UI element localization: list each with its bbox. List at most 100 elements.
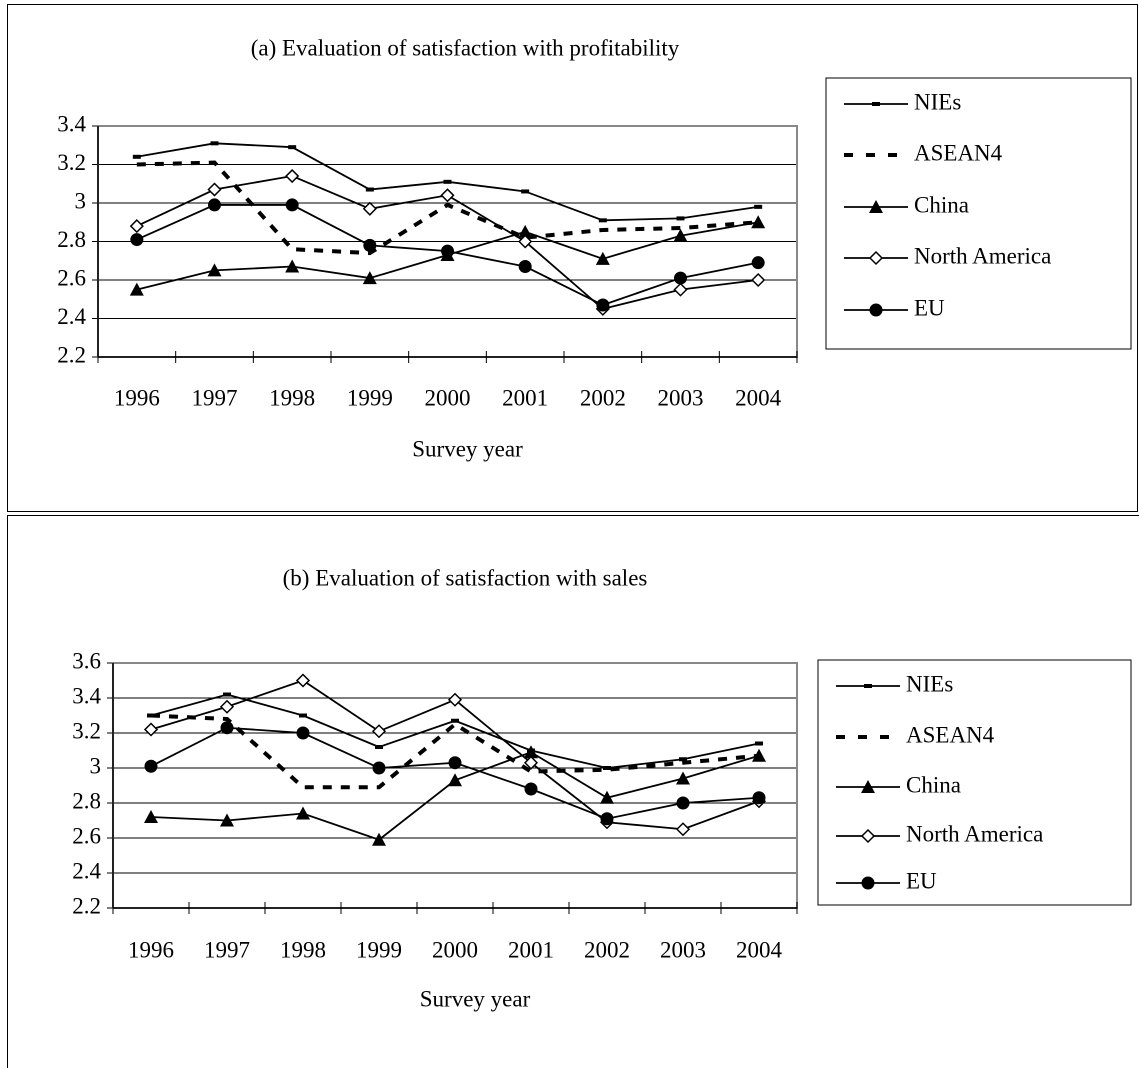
marker: [372, 832, 386, 846]
x-tick-label: 1999: [356, 937, 402, 962]
marker: [752, 791, 766, 805]
marker: [130, 233, 144, 247]
marker: [362, 201, 377, 216]
marker: [524, 745, 538, 759]
y-tick-label: 3.6: [72, 648, 101, 673]
marker: [524, 782, 538, 796]
legend-box: [817, 659, 1132, 906]
marker: [673, 282, 688, 297]
y-tick-label: 2.8: [57, 227, 86, 252]
marker: [220, 721, 234, 735]
marker: [288, 145, 297, 150]
chart-title: (b) Evaluation of satisfaction with sale…: [283, 565, 648, 590]
y-tick-label: 2.6: [57, 265, 86, 290]
legend-label: NIEs: [906, 671, 953, 696]
marker: [143, 722, 159, 737]
legend-label: North America: [914, 243, 1051, 268]
x-tick-label: 2002: [584, 937, 630, 962]
legend-label: China: [914, 192, 969, 217]
marker: [679, 757, 687, 762]
marker: [595, 251, 610, 265]
y-tick-label: 3.4: [72, 683, 101, 708]
marker: [219, 699, 235, 714]
legend-label: China: [906, 772, 961, 797]
marker: [441, 244, 454, 258]
y-tick-label: 3.4: [57, 111, 86, 136]
y-tick-label: 2.2: [72, 893, 101, 918]
marker: [365, 187, 374, 192]
legend-label: EU: [914, 295, 945, 320]
x-axis-label: Survey year: [420, 986, 531, 1011]
x-tick-label: 1998: [280, 937, 326, 962]
marker: [375, 745, 383, 749]
marker: [285, 198, 299, 212]
x-tick-label: 2000: [432, 937, 478, 962]
x-tick-label: 1996: [114, 385, 160, 410]
marker: [132, 154, 141, 159]
legend-label: ASEAN4: [914, 140, 1003, 165]
marker: [207, 182, 222, 197]
marker: [598, 218, 607, 223]
marker: [296, 806, 310, 820]
marker: [372, 761, 386, 775]
marker: [451, 718, 459, 723]
x-tick-label: 2002: [580, 385, 626, 410]
x-tick-label: 1999: [347, 385, 393, 410]
y-tick-label: 3.2: [57, 150, 86, 175]
x-tick-label: 2004: [735, 385, 782, 410]
chart-frame: [7, 515, 1139, 1068]
marker: [752, 748, 766, 762]
marker: [751, 272, 766, 288]
marker: [518, 234, 533, 249]
marker: [299, 713, 307, 718]
marker: [295, 673, 311, 688]
marker: [440, 188, 455, 203]
x-tick-label: 2001: [508, 937, 554, 962]
legend-label: North America: [906, 821, 1043, 846]
marker: [523, 755, 539, 770]
marker: [363, 238, 377, 252]
x-tick-label: 1997: [192, 385, 238, 410]
x-tick-label: 2001: [502, 385, 548, 410]
marker: [751, 256, 765, 270]
marker: [600, 812, 614, 826]
legend-marker: [861, 876, 875, 890]
series-line: [136, 160, 759, 256]
y-tick-label: 2.6: [72, 823, 101, 848]
chart-title: (a) Evaluation of satisfaction with prof…: [251, 35, 680, 60]
marker: [285, 259, 300, 273]
marker: [210, 141, 219, 146]
marker: [447, 692, 463, 707]
marker: [755, 741, 763, 746]
legend-marker: [860, 828, 876, 844]
marker: [673, 228, 688, 242]
legend-marker: [872, 102, 880, 106]
marker: [285, 168, 300, 184]
marker: [518, 260, 532, 274]
y-tick-label: 2.4: [72, 858, 101, 883]
x-tick-label: 2004: [736, 937, 783, 962]
marker: [443, 179, 452, 184]
marker: [448, 756, 462, 770]
marker: [371, 724, 387, 739]
marker: [521, 189, 530, 194]
legend-label: NIEs: [914, 89, 961, 114]
marker: [600, 790, 614, 804]
x-tick-label: 1998: [269, 385, 315, 410]
y-tick-label: 2.2: [57, 342, 86, 367]
legend-marker: [868, 250, 884, 266]
marker: [603, 766, 611, 770]
y-tick-label: 3.2: [72, 718, 101, 743]
marker: [676, 796, 690, 810]
chart-frame: [7, 4, 1138, 512]
y-tick-label: 2.4: [57, 304, 86, 329]
marker: [223, 692, 231, 697]
marker: [596, 298, 610, 312]
y-tick-label: 3: [90, 753, 102, 778]
marker: [751, 215, 766, 229]
legend-label: ASEAN4: [906, 722, 995, 747]
marker: [674, 271, 687, 285]
marker: [129, 282, 144, 296]
x-tick-label: 2003: [660, 937, 706, 962]
